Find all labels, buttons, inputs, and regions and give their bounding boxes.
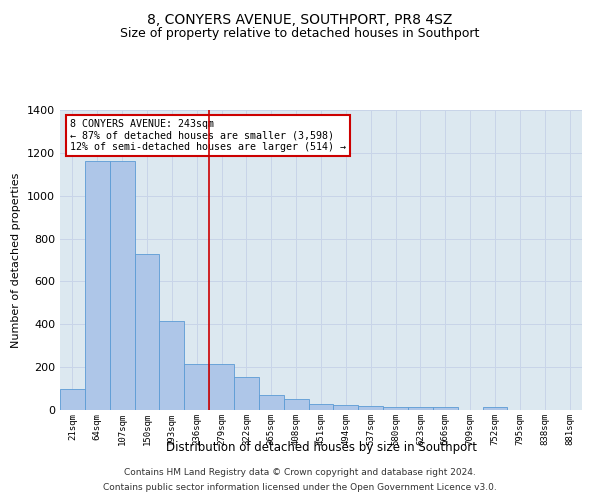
Bar	[160, 321, 184, 410]
Y-axis label: Number of detached properties: Number of detached properties	[11, 172, 22, 348]
Bar	[308, 404, 334, 410]
Bar	[383, 407, 408, 410]
Bar	[110, 162, 134, 410]
Bar	[334, 404, 358, 410]
Bar	[408, 408, 433, 410]
Text: 8, CONYERS AVENUE, SOUTHPORT, PR8 4SZ: 8, CONYERS AVENUE, SOUTHPORT, PR8 4SZ	[148, 12, 452, 26]
Text: Contains HM Land Registry data © Crown copyright and database right 2024.: Contains HM Land Registry data © Crown c…	[124, 468, 476, 477]
Bar	[482, 408, 508, 410]
Bar	[284, 400, 308, 410]
Bar	[234, 377, 259, 410]
Bar	[209, 364, 234, 410]
Bar	[259, 395, 284, 410]
Text: Contains public sector information licensed under the Open Government Licence v3: Contains public sector information licen…	[103, 483, 497, 492]
Text: Size of property relative to detached houses in Southport: Size of property relative to detached ho…	[121, 28, 479, 40]
Text: Distribution of detached houses by size in Southport: Distribution of detached houses by size …	[166, 441, 476, 454]
Bar	[433, 408, 458, 410]
Bar	[358, 406, 383, 410]
Bar	[184, 364, 209, 410]
Bar	[85, 162, 110, 410]
Text: 8 CONYERS AVENUE: 243sqm
← 87% of detached houses are smaller (3,598)
12% of sem: 8 CONYERS AVENUE: 243sqm ← 87% of detach…	[70, 119, 346, 152]
Bar	[60, 388, 85, 410]
Bar	[134, 254, 160, 410]
